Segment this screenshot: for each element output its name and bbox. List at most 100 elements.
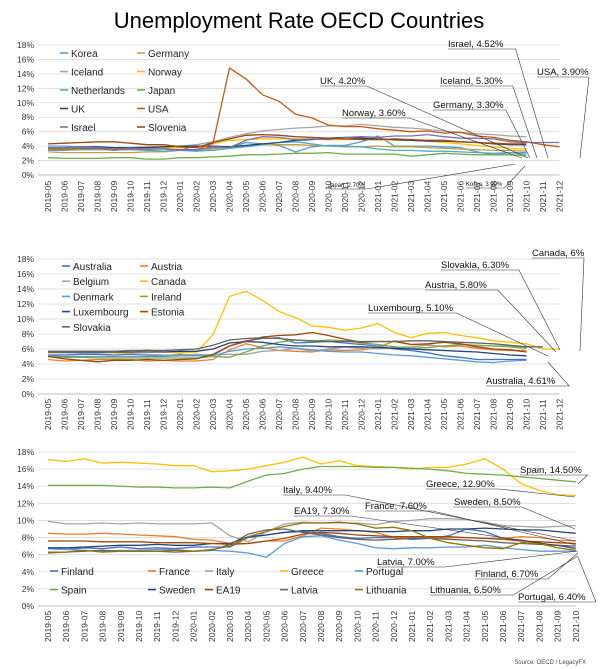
- x-tick-label: 2021-08: [489, 399, 499, 430]
- annotation-leader: [368, 312, 549, 357]
- x-tick-label: 2021-10: [522, 399, 532, 430]
- series-line-lithuania: [48, 521, 576, 553]
- y-tick-label: 6%: [22, 344, 35, 354]
- x-tick-label: 2019-11: [142, 181, 152, 212]
- x-tick-label: 2021-05: [439, 181, 449, 212]
- x-tick-label: 2020-01: [189, 611, 199, 642]
- annotation-leader: [425, 289, 557, 353]
- annotation-leader: [520, 474, 589, 485]
- x-tick-label: 2020-11: [371, 611, 381, 642]
- annotation-label: Lithuania, 6.50%: [430, 585, 501, 596]
- legend-entry: Norway: [148, 68, 182, 79]
- x-tick-label: 2020-07: [274, 399, 284, 430]
- x-tick-label: 2019-06: [60, 181, 70, 212]
- annotation-label: Finland, 6.70%: [475, 569, 539, 580]
- panel-oecd-group-3: 0% 2% 4% 6% 8% 10% 12% 14% 16% 18% 2019-05 2019-06 2…: [17, 447, 597, 642]
- annotation-label: Iceland, 5.30%: [440, 76, 503, 87]
- x-tick-label: 2020-05: [261, 611, 271, 642]
- panel-oecd-group-1: 0% 2% 4% 6% 8% 10% 12% 14% 16% 18% 2019-05 2019-06 2…: [17, 39, 590, 212]
- legend-entry: Australia: [73, 262, 112, 273]
- y-tick-label: 14%: [17, 481, 34, 491]
- series-line-slovakia: [48, 337, 543, 352]
- x-tick-label: 2019-09: [116, 611, 126, 642]
- x-tick-label: 2020-06: [258, 181, 268, 212]
- x-tick-label: 2020-12: [389, 611, 399, 642]
- legend-entry: USA: [148, 105, 169, 116]
- annotation-leader: [320, 85, 529, 159]
- x-tick-label: 2020-09: [307, 181, 317, 212]
- x-tick-label: 2019-10: [126, 399, 136, 430]
- y-tick-label: 8%: [22, 329, 35, 339]
- y-tick-label: 0%: [22, 170, 35, 180]
- y-tick-label: 14%: [17, 69, 34, 79]
- annotation-leader: [518, 556, 597, 603]
- annotation-label: Spain, 14.50%: [520, 465, 582, 476]
- x-tick-label: 2020-04: [243, 611, 253, 642]
- annotation-label: Norway, 3.60%: [342, 108, 406, 119]
- legend-entry: Luxembourg: [73, 308, 129, 319]
- y-tick-label: 14%: [17, 284, 34, 294]
- y-tick-label: 8%: [22, 112, 35, 122]
- y-tick-label: 12%: [17, 83, 34, 93]
- series-line-portugal: [47, 535, 576, 558]
- x-tick-label: 2021-03: [406, 181, 416, 212]
- x-tick-label: 2021-02: [425, 611, 435, 642]
- x-tick-label: 2020-02: [192, 399, 202, 430]
- y-tick-label: 4%: [22, 567, 35, 577]
- y-tick-label: 10%: [17, 314, 34, 324]
- x-tick-label: 2019-12: [159, 181, 169, 212]
- annotation-leader: [466, 165, 526, 189]
- x-tick-label: 2019-08: [93, 399, 103, 430]
- x-tick-label: 2020-07: [274, 181, 284, 212]
- x-tick-label: 2021-05: [439, 399, 449, 430]
- x-tick-label: 2019-06: [60, 399, 70, 430]
- x-tick-label: 2019-11: [142, 399, 152, 430]
- annotation-leader: [377, 550, 579, 568]
- annotation-label: Australia, 4.61%: [486, 376, 556, 387]
- series-line-ireland: [47, 339, 527, 359]
- x-tick-label: 2021-07: [516, 611, 526, 642]
- annotation-label: Japan, 2.70%: [328, 183, 365, 189]
- legend-entry: UK: [71, 105, 85, 116]
- x-tick-label: 2021-07: [472, 181, 482, 212]
- x-tick-label: 2020-11: [340, 181, 350, 212]
- x-tick-label: 2020-06: [280, 611, 290, 642]
- x-tick-label: 2021-08: [534, 611, 544, 642]
- legend-entry: Denmark: [73, 292, 115, 303]
- y-tick-label: 2%: [22, 374, 35, 384]
- y-tick-label: 8%: [22, 533, 35, 543]
- annotation-label: Portugal, 6.40%: [518, 592, 586, 603]
- annotation-leader: [454, 506, 576, 530]
- annotation-leader: [283, 494, 577, 542]
- series-line-israel: [48, 133, 560, 152]
- x-tick-label: 2021-01: [373, 181, 383, 212]
- x-tick-label: 2020-06: [258, 399, 268, 430]
- x-tick-label: 2019-10: [134, 611, 144, 642]
- legend-entry: Ireland: [151, 292, 182, 303]
- legend-entry: Lithuania: [366, 586, 407, 597]
- annotation-leader: [328, 163, 516, 190]
- legend-entry: Slovenia: [148, 123, 187, 134]
- series-line-germany: [47, 144, 527, 154]
- legend-entry: Israel: [71, 123, 95, 134]
- annotation-leader: [537, 76, 590, 159]
- series-line-uk: [48, 136, 527, 149]
- y-tick-label: 6%: [22, 127, 35, 137]
- x-tick-label: 2020-04: [225, 399, 235, 430]
- y-tick-label: 12%: [17, 299, 34, 309]
- x-tick-label: 2020-07: [298, 611, 308, 642]
- series-line-sweden: [48, 527, 576, 549]
- x-tick-label: 2020-03: [208, 399, 218, 430]
- x-tick-label: 2021-12: [555, 399, 565, 430]
- x-tick-label: 2021-06: [498, 611, 508, 642]
- panel-oecd-group-2: 0% 2% 4% 6% 8% 10% 12% 14% 16% 18% 2019-05 2019-06 2…: [17, 248, 585, 430]
- x-tick-label: 2020-05: [241, 399, 251, 430]
- annotation-label: France, 7.60%: [365, 501, 427, 512]
- annotation-label: Israel, 4.52%: [448, 39, 504, 50]
- x-tick-label: 2021-02: [390, 181, 400, 212]
- annotation-leader: [448, 48, 549, 159]
- legend-entry: EA19: [216, 586, 241, 597]
- x-tick-label: 2020-09: [307, 399, 317, 430]
- legend-entry: Austria: [151, 262, 183, 273]
- legend-entry: Finland: [61, 567, 94, 578]
